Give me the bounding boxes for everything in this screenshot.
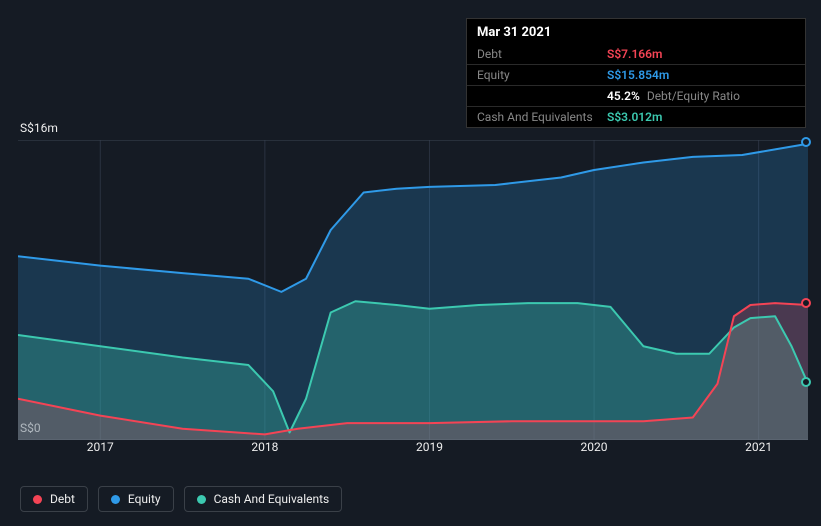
- area-chart[interactable]: [18, 140, 808, 440]
- tooltip-date: Mar 31 2021: [467, 19, 805, 44]
- tooltip-extra: Debt/Equity Ratio: [644, 89, 740, 103]
- legend-label: Equity: [128, 492, 161, 506]
- series-end-dot: [801, 377, 811, 387]
- xaxis-label: 2018: [251, 440, 278, 454]
- tooltip-row: 45.2% Debt/Equity Ratio: [467, 86, 805, 107]
- legend-dot-icon: [197, 495, 206, 504]
- legend-label: Cash And Equivalents: [214, 492, 330, 506]
- legend-item[interactable]: Cash And Equivalents: [184, 486, 343, 512]
- xaxis-label: 2017: [87, 440, 114, 454]
- legend-item[interactable]: Debt: [20, 486, 88, 512]
- xaxis-label: 2021: [745, 440, 772, 454]
- chart-area: S$16m S$0 20172018201920202021: [0, 115, 821, 455]
- legend-item[interactable]: Equity: [98, 486, 174, 512]
- tooltip-label: Debt: [477, 47, 607, 61]
- series-end-dot: [801, 137, 811, 147]
- tooltip-label: [477, 89, 607, 103]
- legend-dot-icon: [33, 495, 42, 504]
- legend-dot-icon: [111, 495, 120, 504]
- tooltip-row: EquityS$15.854m: [467, 65, 805, 86]
- tooltip-value: S$7.166m: [607, 47, 662, 61]
- tooltip-label: Equity: [477, 68, 607, 82]
- tooltip-row: DebtS$7.166m: [467, 44, 805, 65]
- series-end-dot: [801, 298, 811, 308]
- legend-label: Debt: [50, 492, 75, 506]
- tooltip-value: S$15.854m: [607, 68, 669, 82]
- xaxis-label: 2019: [416, 440, 443, 454]
- xaxis-label: 2020: [581, 440, 608, 454]
- x-axis: 2017 2018 2019 2020 2021: [18, 440, 821, 460]
- chart-legend: Debt Equity Cash And Equivalents: [20, 486, 342, 512]
- yaxis-label-max: S$16m: [20, 121, 58, 135]
- tooltip-value: 45.2% Debt/Equity Ratio: [607, 89, 740, 103]
- chart-tooltip: Mar 31 2021 DebtS$7.166mEquityS$15.854m4…: [466, 18, 806, 128]
